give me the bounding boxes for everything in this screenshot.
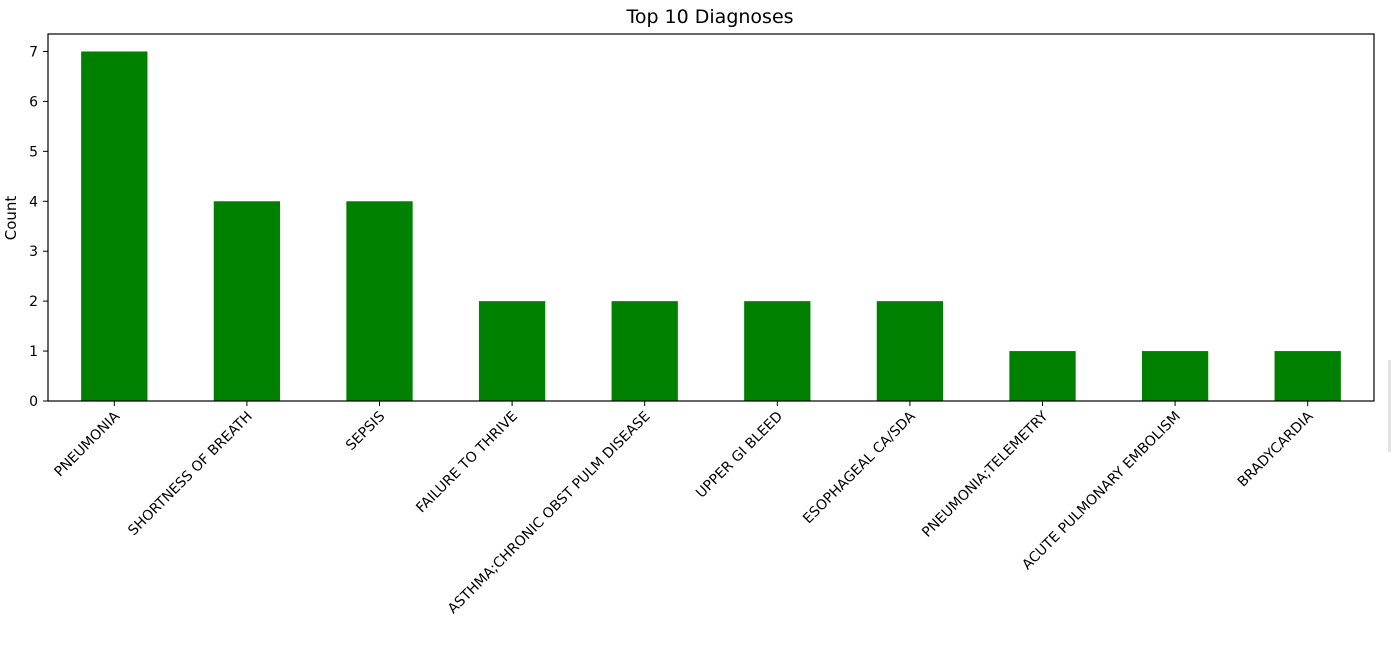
bar bbox=[213, 201, 281, 401]
y-tick-label: 6 bbox=[29, 94, 38, 110]
x-tick-label: ACUTE PULMONARY EMBOLISM bbox=[1019, 409, 1184, 574]
x-tick-label: BRADYCARDIA bbox=[1235, 408, 1317, 490]
bar bbox=[1274, 351, 1341, 401]
bar bbox=[876, 301, 944, 401]
x-tick-label: ASTHMA;CHRONIC OBST PULM DISEASE bbox=[445, 409, 654, 618]
plot-frame bbox=[47, 33, 1375, 402]
y-axis-label: Count bbox=[2, 196, 20, 241]
x-axis-ticks: PNEUMONIA SHORTNESS OF BREATH SEPSIS FAILUR… bbox=[52, 401, 1317, 617]
y-tick-label: 0 bbox=[29, 394, 38, 410]
y-tick-label: 2 bbox=[29, 294, 38, 310]
x-tick-label: SHORTNESS OF BREATH bbox=[125, 409, 255, 539]
y-tick-label: 7 bbox=[29, 44, 38, 60]
bar bbox=[81, 51, 148, 401]
x-tick-label: ESOPHAGEAL CA/SDA bbox=[800, 408, 919, 527]
bars-layer bbox=[81, 51, 1341, 401]
y-axis-ticks: 0 1 2 3 4 5 6 7 bbox=[29, 44, 48, 410]
bar bbox=[346, 201, 413, 401]
x-tick-label: PNEUMONIA;TELEMETRY bbox=[919, 408, 1051, 540]
bar bbox=[1009, 351, 1076, 401]
y-tick-label: 1 bbox=[29, 344, 38, 360]
bar bbox=[744, 301, 811, 401]
y-tick-label: 5 bbox=[29, 144, 38, 160]
chart-title: Top 10 Diagnoses bbox=[625, 6, 793, 28]
y-tick-label: 3 bbox=[29, 244, 38, 260]
x-tick-label: SEPSIS bbox=[343, 408, 388, 453]
bar bbox=[611, 301, 678, 401]
x-tick-label: FAILURE TO THRIVE bbox=[413, 409, 521, 517]
bar bbox=[1141, 351, 1209, 401]
scrollbar-track[interactable] bbox=[1388, 360, 1391, 452]
x-tick-label: UPPER GI BLEED bbox=[693, 409, 786, 502]
y-tick-label: 4 bbox=[29, 194, 38, 210]
x-tick-label: PNEUMONIA bbox=[52, 408, 124, 480]
bar bbox=[478, 301, 546, 401]
